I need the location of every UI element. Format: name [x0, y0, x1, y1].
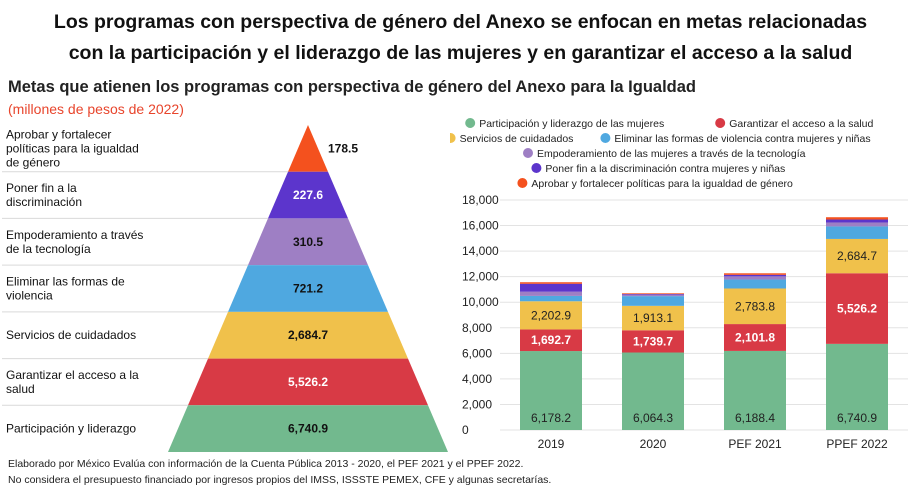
- pyramid-tier: [248, 218, 368, 266]
- bar-segment: [826, 219, 888, 223]
- pyramid-tier: [288, 125, 328, 172]
- legend-entry: Eliminar las formas de violencia contra …: [614, 133, 870, 145]
- x-tick-label: PEF 2021: [728, 437, 782, 451]
- bar-segment: [622, 352, 684, 430]
- pyramid-tier-label: Garantizar el acceso a la salud: [6, 368, 139, 396]
- bar-data-label: 5,526.2: [837, 302, 877, 316]
- bar-segment: [724, 350, 786, 430]
- bar-segment: [826, 217, 888, 220]
- bar-data-label: 1,692.7: [531, 333, 571, 347]
- pyramid-value-label: 5,526.2: [288, 375, 328, 389]
- legend-entry: Participación y liderazgo de las mujeres: [479, 118, 664, 130]
- bar-segment: [520, 301, 582, 330]
- bar-data-label: 1,739.7: [633, 334, 673, 348]
- pyramid-tier: [208, 311, 408, 359]
- bar-segment: [520, 283, 582, 292]
- pyramid-value-label: 178.5: [328, 141, 358, 155]
- y-tick-label: 10,000: [462, 295, 499, 309]
- pyramid-tier: [228, 265, 388, 312]
- bar-segment: [622, 330, 684, 353]
- bar-data-label: 6,178.2: [531, 411, 571, 425]
- bar-segment: [520, 291, 582, 296]
- units-label: (millones de pesos de 2022): [8, 101, 184, 117]
- bar-segment: [520, 295, 582, 302]
- bar-segment: [826, 238, 888, 274]
- y-tick-label: 4,000: [462, 372, 492, 386]
- legend-marker: [523, 148, 533, 158]
- y-tick-label: 2,000: [462, 397, 492, 411]
- legend-entry: Aprobar y fortalecer políticas para la i…: [531, 178, 793, 190]
- bar-segment: [520, 351, 582, 430]
- pyramid-tier-label: Empoderamiento a través de la tecnología: [6, 228, 143, 256]
- bar-data-label: 1,913.1: [633, 311, 673, 325]
- legend-entry: Garantizar el acceso a la salud: [729, 118, 873, 130]
- legend-entry: Servicios de cuidadados: [460, 133, 574, 145]
- pyramid-tier: [268, 171, 348, 219]
- pyramid-value-label: 2,684.7: [288, 328, 328, 342]
- pyramid-tier-label: Poner fin a la discriminación: [6, 181, 82, 209]
- bar-data-label: 6,740.9: [837, 411, 877, 425]
- stacked-bar-chart: Participación y liderazgo de las mujeres…: [450, 118, 908, 451]
- bar-segment: [622, 294, 684, 297]
- bar-segment: [724, 324, 786, 351]
- legend-entry: Poner fin a la discriminación contra muj…: [545, 163, 785, 175]
- pyramid-tier: [168, 405, 448, 452]
- source-note: Elaborado por México Evalúa con informac…: [8, 458, 524, 470]
- x-tick-label: PPEF 2022: [826, 437, 888, 451]
- bar-data-label: 2,202.9: [531, 308, 571, 322]
- bar-data-label: 6,188.4: [735, 411, 775, 425]
- bar-data-label: 6,064.3: [633, 411, 673, 425]
- bar-segment: [520, 329, 582, 352]
- y-tick-label: 6,000: [462, 346, 492, 360]
- pyramid-chart: Aprobar y fortalecer políticas para la ig…: [2, 125, 448, 452]
- pyramid-tier-label: Eliminar las formas de violencia: [6, 275, 125, 303]
- legend-marker: [450, 133, 456, 143]
- y-tick-label: 18,000: [462, 193, 499, 207]
- chart-title-line-1: Los programas con perspectiva de género …: [53, 11, 868, 33]
- bar-data-label: 2,783.8: [735, 299, 775, 313]
- pyramid-tier: [188, 358, 428, 406]
- legend-marker: [517, 178, 528, 188]
- bar-segment: [724, 274, 786, 277]
- bar-data-label: 2,101.8: [735, 330, 775, 344]
- bar-segment: [826, 273, 888, 344]
- bar-segment: [622, 296, 684, 306]
- bar-segment: [826, 226, 888, 239]
- pyramid-tier-label: Participación y liderazgo: [6, 422, 136, 436]
- x-tick-label: 2019: [538, 437, 565, 451]
- bar-segment: [724, 279, 786, 289]
- bar-segment: [724, 276, 786, 280]
- y-tick-label: 16,000: [462, 219, 499, 233]
- y-tick-label: 8,000: [462, 321, 492, 335]
- bar-segment: [724, 288, 786, 325]
- legend-marker: [600, 133, 611, 143]
- pyramid-value-label: 6,740.9: [288, 422, 328, 436]
- y-tick-label: 12,000: [462, 270, 499, 284]
- chart-title-line-2: con la participación y el liderazgo de l…: [68, 42, 853, 64]
- bar-segment: [520, 282, 582, 284]
- pyramid-tier-label: Aprobar y fortalecer políticas para la ig…: [6, 127, 139, 169]
- legend-entry: Empoderamiento de las mujeres a través d…: [537, 148, 806, 160]
- legend-marker: [715, 118, 726, 128]
- bar-segment: [826, 222, 888, 227]
- pyramid-value-label: 310.5: [293, 235, 323, 249]
- y-tick-label: 0: [462, 423, 469, 437]
- chart-subtitle: Metas que atienen los programas con pers…: [8, 78, 697, 96]
- bar-segment: [724, 273, 786, 275]
- legend-marker: [531, 163, 542, 173]
- pyramid-value-label: 227.6: [293, 188, 323, 202]
- pyramid-tier-label: Servicios de cuidadados: [6, 328, 136, 342]
- bar-segment: [622, 293, 684, 295]
- bar-segment: [622, 305, 684, 331]
- bar-data-label: 2,684.7: [837, 249, 877, 263]
- pyramid-value-label: 721.2: [293, 282, 323, 296]
- legend-marker: [465, 118, 476, 128]
- coverage-note: No considera el presupuesto financiado p…: [8, 474, 552, 486]
- bar-segment: [826, 343, 888, 430]
- y-tick-label: 14,000: [462, 244, 499, 258]
- x-tick-label: 2020: [640, 437, 667, 451]
- bar-segment: [622, 294, 684, 295]
